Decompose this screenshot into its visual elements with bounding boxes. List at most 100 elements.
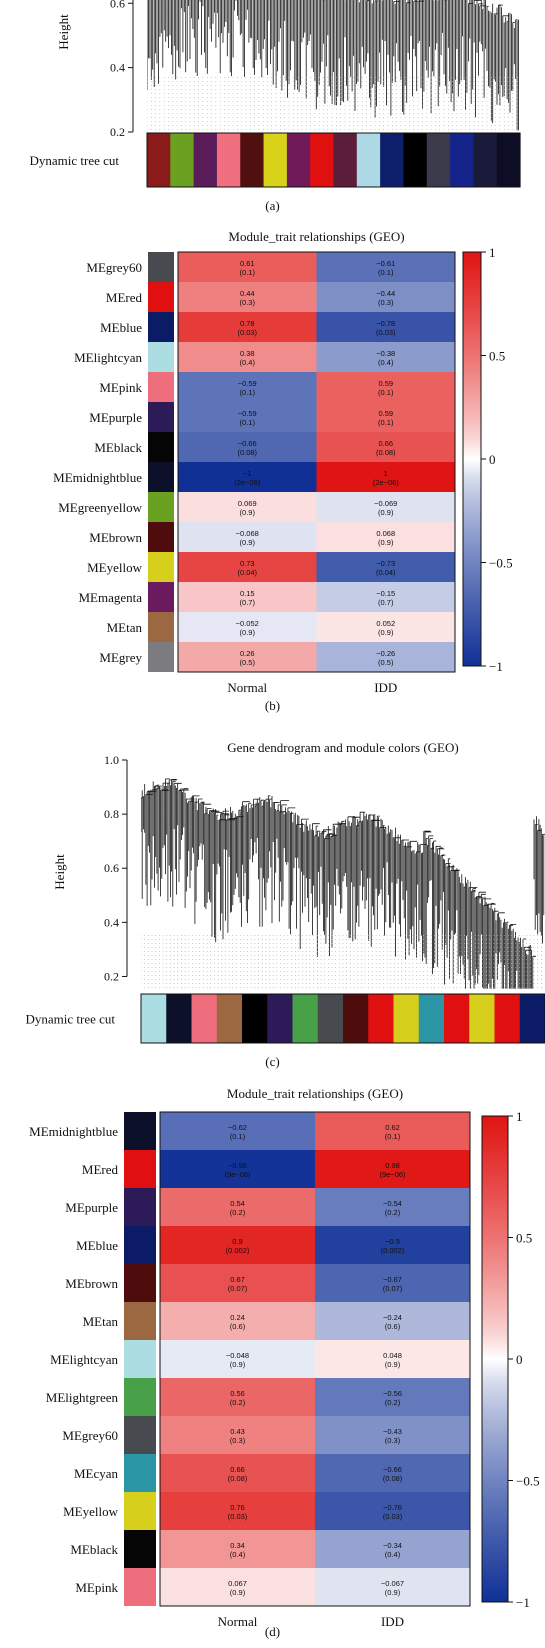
heatmap-cell	[315, 1302, 470, 1340]
module-color-segment	[519, 994, 545, 1043]
cell-correlation: −0.069	[374, 499, 397, 508]
module-color-segment	[166, 994, 193, 1043]
heatmap-cell	[160, 1150, 315, 1188]
cell-pvalue: (0.04)	[376, 568, 396, 577]
module-swatch	[124, 1226, 156, 1264]
cell-pvalue: (9e−06)	[224, 1170, 251, 1179]
module-swatch	[148, 492, 174, 522]
heatmap-cell	[160, 1188, 315, 1226]
y-axis-label: Height	[52, 854, 67, 890]
cell-correlation: −0.98	[228, 1161, 247, 1170]
module-color-segment	[191, 994, 218, 1043]
row-label: MEbrown	[89, 530, 142, 545]
cell-correlation: 0.73	[240, 559, 255, 568]
heatmap-cell	[315, 1568, 470, 1606]
row-label: MEyellow	[63, 1504, 118, 1519]
cell-pvalue: (0.1)	[378, 388, 394, 397]
cell-pvalue: (0.4)	[230, 1550, 246, 1559]
heatmap-cell	[316, 462, 455, 492]
module-swatch	[148, 582, 174, 612]
cell-correlation: −0.067	[381, 1579, 404, 1588]
module-color-segment	[310, 133, 335, 187]
heatmap-cell	[160, 1264, 315, 1302]
cell-correlation: 0.78	[240, 319, 255, 328]
heatmap-cell	[160, 1112, 315, 1150]
cell-correlation: 0.67	[230, 1275, 245, 1284]
legend-tick-label: 0	[489, 452, 496, 467]
dendrogram-branches	[147, 0, 519, 132]
color-bar-border	[146, 132, 521, 188]
heatmap-cell	[160, 1568, 315, 1606]
heatmap-cell	[178, 642, 317, 672]
module-color-segment	[469, 994, 496, 1043]
cell-correlation: 0.068	[376, 529, 395, 538]
cell-pvalue: (2e−06)	[234, 478, 261, 487]
cell-correlation: 0.069	[238, 499, 257, 508]
cell-correlation: −0.59	[238, 409, 257, 418]
cell-pvalue: (9e−06)	[379, 1170, 406, 1179]
heatmap-cell	[160, 1378, 315, 1416]
cell-pvalue: (0.1)	[240, 268, 256, 277]
color-bar-label: Dynamic tree cut	[25, 1012, 115, 1027]
heatmap-cell	[315, 1150, 470, 1188]
module-swatch	[148, 642, 174, 672]
cell-pvalue: (0.9)	[230, 1588, 246, 1597]
cell-correlation: −0.59	[238, 379, 257, 388]
heatmap-cell	[178, 432, 317, 462]
panel-label-a: (a)	[265, 198, 280, 213]
heatmap-cell	[315, 1112, 470, 1150]
module-swatch	[148, 282, 174, 312]
heatmap-cell	[315, 1492, 470, 1530]
module-color-bar	[140, 993, 545, 1044]
color-legend-bar	[462, 251, 482, 667]
heatmap-cell	[178, 252, 317, 282]
module-swatch	[148, 342, 174, 372]
y-tick-label: 1.0	[104, 753, 119, 767]
module-swatch	[148, 402, 174, 432]
cell-pvalue: (0.7)	[378, 598, 394, 607]
module-color-segment	[263, 133, 288, 187]
row-label: MElightcyan	[50, 1352, 118, 1367]
heatmap-cell	[315, 1264, 470, 1302]
cell-pvalue: (0.5)	[240, 658, 256, 667]
cell-pvalue: (0.9)	[378, 508, 394, 517]
cell-pvalue: (0.9)	[240, 538, 256, 547]
cell-pvalue: (0.3)	[240, 298, 256, 307]
cell-correlation: −1	[243, 469, 252, 478]
cell-correlation: 0.59	[378, 409, 393, 418]
cell-pvalue: (0.9)	[230, 1360, 246, 1369]
module-color-bar	[146, 132, 521, 188]
module-color-segment	[393, 994, 420, 1043]
cell-correlation: 0.44	[240, 289, 255, 298]
cell-correlation: −0.66	[238, 439, 257, 448]
legend-tick-label: 0.5	[489, 349, 505, 364]
module-color-segment	[193, 133, 218, 187]
cell-pvalue: (0.6)	[230, 1322, 246, 1331]
row-label: MEblack	[70, 1542, 118, 1557]
module-color-segment	[267, 994, 294, 1043]
column-label: IDD	[374, 680, 397, 695]
column-label: IDD	[381, 1614, 404, 1629]
heatmap-cell	[316, 252, 455, 282]
cell-pvalue: (0.08)	[237, 448, 257, 457]
dendrogram-leaves	[141, 778, 545, 989]
leaf-guides	[147, 77, 518, 132]
y-tick-label: 0.4	[104, 915, 119, 929]
cell-correlation: 0.34	[230, 1541, 245, 1550]
heatmap-cell	[178, 312, 317, 342]
heatmap-title: Module_trait relationships (GEO)	[228, 229, 404, 244]
row-label: MEtan	[83, 1314, 119, 1329]
cell-correlation: −0.67	[383, 1275, 402, 1284]
module-color-segment	[403, 133, 428, 187]
cell-correlation: 0.38	[240, 349, 255, 358]
module-swatch	[148, 522, 174, 552]
heatmap-title: Module_trait relationships (GEO)	[227, 1086, 403, 1101]
row-label: MElightcyan	[74, 350, 142, 365]
cell-correlation: −0.73	[376, 559, 395, 568]
cell-correlation: 0.66	[378, 439, 393, 448]
cell-correlation: 0.26	[240, 649, 255, 658]
module-color-segment	[496, 133, 521, 187]
module-swatch	[124, 1530, 156, 1568]
module-color-segment	[216, 994, 243, 1043]
row-label: MElightgreen	[46, 1390, 119, 1405]
